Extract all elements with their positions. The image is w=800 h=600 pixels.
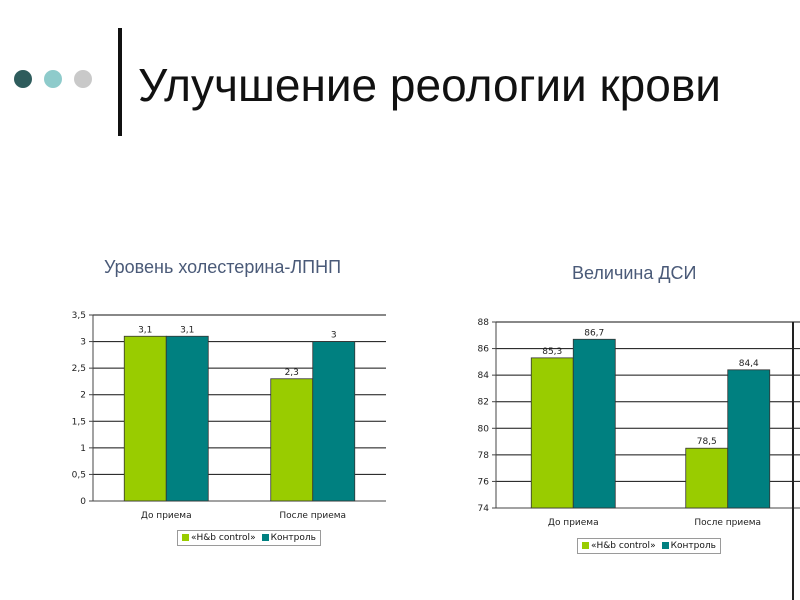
bar xyxy=(685,447,729,509)
y-tick-label: 80 xyxy=(478,424,490,434)
bar xyxy=(270,378,314,502)
ldl-legend: «H&b control» Контроль xyxy=(177,530,321,546)
y-tick-label: 2 xyxy=(80,391,86,401)
bar xyxy=(727,369,771,509)
x-tick-label: После приема xyxy=(694,518,761,528)
legend-item: Контроль xyxy=(261,533,316,543)
data-label: 84,4 xyxy=(739,359,759,369)
dsi-legend: «H&b control» Контроль xyxy=(577,538,721,554)
ldl-chart: 0 0,5 1 1,5 2 2,5 3 3,5 3,1 3,1 До приема 2,3 3 После… xyxy=(72,311,386,521)
legend-swatch-hb xyxy=(582,542,589,549)
legend-label-control: Контроль xyxy=(670,541,716,551)
y-tick-label: 84 xyxy=(478,371,490,381)
slide-right-border xyxy=(792,322,794,600)
y-tick-label: 2,5 xyxy=(72,364,86,374)
dot-grey xyxy=(74,70,92,88)
legend-item: «H&b control» xyxy=(582,541,656,551)
bar xyxy=(123,335,167,502)
legend-label-hb: «H&b control» xyxy=(591,541,656,551)
legend-swatch-control xyxy=(261,534,269,541)
data-label: 3,1 xyxy=(180,325,194,335)
dot-light xyxy=(44,70,62,88)
y-tick-label: 86 xyxy=(478,345,490,355)
title-divider xyxy=(118,28,122,136)
data-label: 86,7 xyxy=(584,328,604,338)
legend-item: «H&b control» xyxy=(182,533,256,543)
dsi-chart: 74 76 78 80 82 84 86 88 85,3 86,7 До приема 78,5 84,… xyxy=(478,318,800,528)
bar xyxy=(572,338,616,509)
bar xyxy=(530,357,574,509)
y-tick-label: 0,5 xyxy=(72,470,86,480)
data-label: 3,1 xyxy=(138,325,152,335)
dot-dark xyxy=(14,70,32,88)
x-tick-label: До приема xyxy=(548,518,599,528)
bar xyxy=(165,335,209,502)
y-tick-label: 1 xyxy=(80,444,86,454)
y-tick-label: 3,5 xyxy=(72,311,86,321)
y-tick-label: 74 xyxy=(478,504,490,514)
y-tick-label: 76 xyxy=(478,477,490,487)
legend-label-control: Контроль xyxy=(270,533,316,543)
data-label: 2,3 xyxy=(285,368,299,378)
legend-swatch-hb xyxy=(182,534,189,541)
data-label: 85,3 xyxy=(542,347,562,357)
y-tick-label: 3 xyxy=(80,338,86,348)
y-tick-label: 78 xyxy=(478,451,490,461)
slide-title: Улучшение реологии крови xyxy=(138,59,721,111)
data-label: 3 xyxy=(331,331,337,341)
y-tick-label: 1,5 xyxy=(72,417,86,427)
legend-swatch-control xyxy=(661,542,669,549)
x-tick-label: До приема xyxy=(141,511,192,521)
legend-item: Контроль xyxy=(661,541,716,551)
left-chart-title: Уровень холестерина-ЛПНП xyxy=(104,257,342,277)
y-tick-label: 88 xyxy=(478,318,490,328)
x-tick-label: После приема xyxy=(279,511,346,521)
legend-label-hb: «H&b control» xyxy=(191,533,256,543)
data-label: 78,5 xyxy=(697,437,717,447)
bar xyxy=(312,341,356,502)
y-tick-label: 82 xyxy=(478,398,489,408)
y-tick-label: 0 xyxy=(80,497,86,507)
right-chart-title: Величина ДСИ xyxy=(572,263,697,283)
